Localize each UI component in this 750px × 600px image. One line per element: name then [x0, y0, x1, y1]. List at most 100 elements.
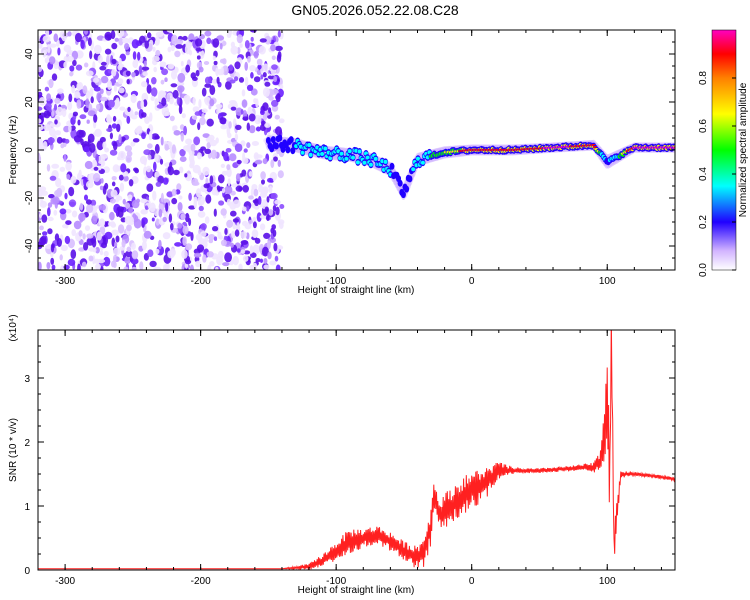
noise-blob [122, 198, 127, 205]
noise-blob [168, 95, 174, 105]
noise-blob [118, 174, 124, 181]
noise-blob [170, 83, 178, 88]
noise-blob [198, 66, 204, 73]
noise-blob [156, 104, 164, 109]
noise-blob [264, 35, 272, 45]
noise-blob [171, 197, 178, 205]
noise-blob [185, 138, 193, 145]
noise-blob [222, 262, 230, 267]
noise-blob [40, 47, 48, 56]
noise-blob [192, 76, 198, 82]
noise-blob [224, 185, 233, 195]
noise-blob [106, 116, 113, 124]
noise-blob [158, 208, 163, 218]
noise-blob [130, 257, 139, 265]
noise-blob [111, 68, 117, 77]
noise-blob [197, 210, 206, 218]
noise-blob [204, 76, 212, 85]
noise-blob [93, 86, 101, 92]
noise-blob [97, 54, 103, 64]
noise-blob [64, 235, 71, 245]
noise-blob [150, 95, 155, 101]
noise-blob [184, 44, 191, 55]
noise-blob [249, 65, 256, 72]
noise-blob [195, 38, 203, 47]
noise-blob [70, 175, 77, 184]
noise-blob [263, 258, 268, 265]
noise-blob [95, 246, 100, 254]
snr-x-label: Height of straight line (km) [298, 585, 415, 596]
noise-blob [91, 215, 98, 225]
noise-blob [250, 252, 257, 258]
noise-blob [200, 223, 207, 231]
noise-blob [270, 159, 275, 169]
noise-blob [87, 133, 95, 143]
noise-blob [277, 170, 284, 179]
noise-blob [278, 221, 284, 229]
noise-blob [66, 174, 71, 180]
track-core [365, 155, 370, 160]
noise-blob [63, 264, 70, 270]
noise-blob [236, 248, 241, 253]
noise-blob [50, 243, 55, 253]
track-core [289, 137, 294, 142]
noise-blob [92, 172, 101, 182]
track-core [339, 151, 344, 156]
noise-blob [177, 202, 183, 212]
noise-blob [262, 102, 269, 111]
noise-blob [234, 61, 241, 70]
noise-blob [220, 208, 227, 216]
noise-blob [140, 99, 145, 109]
noise-blob [273, 75, 278, 83]
noise-blob [63, 61, 68, 69]
noise-blob [268, 107, 272, 114]
noise-blob [216, 35, 225, 41]
noise-blob [45, 102, 52, 111]
noise-blob [177, 72, 186, 83]
colorbar-tick-label: 0.4 [698, 167, 709, 181]
noise-blob [170, 70, 178, 80]
track-core [344, 156, 349, 161]
noise-blob [128, 206, 134, 214]
noise-blob [141, 81, 148, 88]
noise-blob [161, 68, 169, 76]
noise-blob [154, 135, 160, 140]
noise-blob [137, 51, 141, 61]
noise-blob [196, 55, 201, 60]
noise-blob [207, 264, 212, 270]
noise-blob [134, 168, 139, 174]
noise-blob [175, 44, 184, 49]
noise-blob [196, 152, 202, 160]
noise-blob [203, 183, 210, 189]
noise-blob [117, 224, 125, 234]
snr-scale-label: (x10⁴) [8, 314, 19, 341]
noise-blob [273, 156, 278, 162]
track-core [336, 149, 341, 154]
track-core [373, 156, 378, 161]
noise-blob [253, 76, 261, 83]
noise-blob [93, 114, 98, 123]
noise-blob [248, 171, 253, 177]
noise-blob [195, 260, 202, 268]
noise-blob [200, 231, 207, 237]
x-tick-label: 100 [599, 576, 616, 587]
noise-blob [147, 32, 152, 39]
noise-blob [176, 183, 182, 191]
noise-blob [126, 224, 132, 232]
noise-blob [184, 259, 192, 265]
noise-blob [168, 213, 173, 223]
noise-blob [251, 141, 259, 146]
noise-blob [254, 160, 263, 165]
track-core [274, 144, 279, 148]
noise-blob [84, 194, 88, 201]
noise-blob [240, 231, 247, 239]
noise-blob [260, 109, 265, 115]
noise-blob [181, 249, 188, 259]
noise-blob [242, 116, 249, 121]
noise-blob [260, 258, 263, 263]
noise-blob [42, 35, 51, 43]
noise-blob [99, 250, 104, 256]
noise-blob [252, 262, 258, 270]
noise-blob [143, 230, 152, 239]
